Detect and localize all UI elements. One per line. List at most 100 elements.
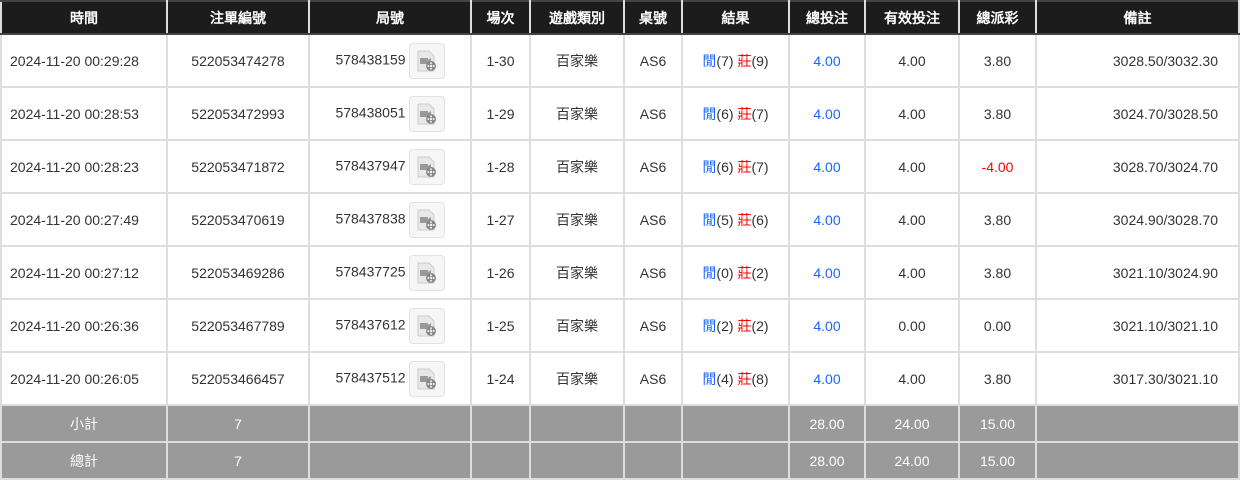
column-header: 時間 — [0, 0, 168, 35]
game-type-cell: 百家樂 — [529, 86, 625, 141]
payout-cell: 3.80 — [958, 86, 1037, 141]
video-replay-icon[interactable] — [408, 148, 445, 185]
player-score: (7) — [716, 52, 734, 69]
table-row: 2024-11-20 00:27:49 522053470619 5784378… — [0, 192, 1240, 247]
bet-id-cell: 522053472993 — [166, 86, 310, 141]
table-row: 2024-11-20 00:27:12 522053469286 5784377… — [0, 245, 1240, 300]
shoe-cell: 1-30 — [470, 33, 531, 88]
shoe-cell: 1-24 — [470, 351, 531, 406]
player-score: (2) — [716, 317, 734, 334]
total-bet-cell: 4.00 — [788, 192, 866, 247]
video-replay-icon[interactable] — [408, 201, 445, 238]
payout-cell: 3.80 — [958, 192, 1037, 247]
player-score: (6) — [716, 158, 734, 175]
result-cell: 閒(4) 莊(8) — [681, 351, 790, 406]
note-cell: 3021.10/3024.90 — [1035, 245, 1240, 300]
banker-score: (8) — [751, 370, 769, 387]
table-row: 2024-11-20 00:28:23 522053471872 5784379… — [0, 139, 1240, 194]
bet-id-cell: 522053470619 — [166, 192, 310, 247]
result-cell: 閒(5) 莊(6) — [681, 192, 790, 247]
player-label: 閒 — [702, 370, 717, 387]
video-replay-icon[interactable] — [408, 42, 445, 79]
valid-bet-cell: 4.00 — [864, 139, 960, 194]
table-row: 2024-11-20 00:26:05 522053466457 5784375… — [0, 351, 1240, 406]
valid-bet-cell: 4.00 — [864, 351, 960, 406]
shoe-cell: 1-25 — [470, 298, 531, 353]
video-replay-icon[interactable] — [408, 254, 445, 291]
payout-cell: 3.80 — [958, 245, 1037, 300]
round-number: 578437512 — [335, 369, 406, 386]
banker-score: (2) — [751, 264, 769, 281]
player-label: 閒 — [702, 317, 717, 334]
summary-label: 總計 — [0, 441, 168, 480]
note-cell: 3024.70/3028.50 — [1035, 86, 1240, 141]
total-bet-cell: 4.00 — [788, 245, 866, 300]
payout-cell: 3.80 — [958, 351, 1037, 406]
table-cell: AS6 — [623, 298, 683, 353]
note-cell: 3028.70/3024.70 — [1035, 139, 1240, 194]
summary-valid-bet: 24.00 — [864, 441, 960, 480]
banker-score: (7) — [751, 105, 769, 122]
player-label: 閒 — [702, 105, 717, 122]
player-label: 閒 — [702, 158, 717, 175]
bet-id-cell: 522053469286 — [166, 245, 310, 300]
summary-row: 總計 7 28.00 24.00 15.00 — [0, 441, 1240, 480]
result-cell: 閒(2) 莊(2) — [681, 298, 790, 353]
shoe-cell: 1-29 — [470, 86, 531, 141]
table-cell: AS6 — [623, 33, 683, 88]
valid-bet-cell: 0.00 — [864, 298, 960, 353]
payout-cell: -4.00 — [958, 139, 1037, 194]
column-header: 備註 — [1035, 0, 1240, 35]
video-replay-icon[interactable] — [408, 307, 445, 344]
table-cell: AS6 — [623, 245, 683, 300]
table-cell: AS6 — [623, 139, 683, 194]
round-cell: 578437512 — [308, 351, 472, 406]
time-cell: 2024-11-20 00:27:12 — [0, 245, 168, 300]
valid-bet-cell: 4.00 — [864, 86, 960, 141]
column-header: 桌號 — [623, 0, 683, 35]
game-type-cell: 百家樂 — [529, 298, 625, 353]
round-number: 578438159 — [335, 51, 406, 68]
video-replay-icon[interactable] — [408, 95, 445, 132]
time-cell: 2024-11-20 00:27:49 — [0, 192, 168, 247]
summary-total-bet: 28.00 — [788, 441, 866, 480]
round-number: 578437725 — [335, 263, 406, 280]
banker-label: 莊 — [737, 211, 752, 228]
bet-id-cell: 522053474278 — [166, 33, 310, 88]
total-bet-cell: 4.00 — [788, 86, 866, 141]
column-header: 注單編號 — [166, 0, 310, 35]
result-cell: 閒(6) 莊(7) — [681, 86, 790, 141]
bet-id-cell: 522053466457 — [166, 351, 310, 406]
game-type-cell: 百家樂 — [529, 351, 625, 406]
banker-label: 莊 — [737, 158, 752, 175]
note-cell: 3021.10/3021.10 — [1035, 298, 1240, 353]
video-replay-icon[interactable] — [408, 360, 445, 397]
summary-total-bet: 28.00 — [788, 404, 866, 443]
bet-id-cell: 522053471872 — [166, 139, 310, 194]
round-cell: 578437612 — [308, 298, 472, 353]
column-header: 場次 — [470, 0, 531, 35]
column-header: 遊戲類別 — [529, 0, 625, 35]
game-type-cell: 百家樂 — [529, 245, 625, 300]
valid-bet-cell: 4.00 — [864, 192, 960, 247]
table-cell: AS6 — [623, 351, 683, 406]
game-type-cell: 百家樂 — [529, 192, 625, 247]
banker-score: (6) — [751, 211, 769, 228]
player-score: (5) — [716, 211, 734, 228]
round-cell: 578438159 — [308, 33, 472, 88]
table-cell: AS6 — [623, 86, 683, 141]
player-score: (6) — [716, 105, 734, 122]
total-bet-cell: 4.00 — [788, 298, 866, 353]
round-cell: 578438051 — [308, 86, 472, 141]
game-type-cell: 百家樂 — [529, 139, 625, 194]
table-row: 2024-11-20 00:29:28 522053474278 5784381… — [0, 33, 1240, 88]
payout-cell: 0.00 — [958, 298, 1037, 353]
note-cell: 3024.90/3028.70 — [1035, 192, 1240, 247]
round-cell: 578437725 — [308, 245, 472, 300]
time-cell: 2024-11-20 00:29:28 — [0, 33, 168, 88]
game-type-cell: 百家樂 — [529, 33, 625, 88]
round-cell: 578437838 — [308, 192, 472, 247]
result-cell: 閒(7) 莊(9) — [681, 33, 790, 88]
bet-id-cell: 522053467789 — [166, 298, 310, 353]
